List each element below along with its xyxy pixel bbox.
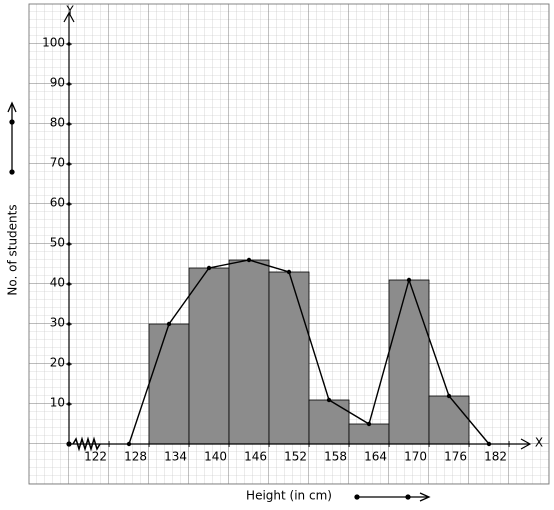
x-tick-label: 170 (404, 450, 427, 464)
y-tick-label: 70 (50, 156, 65, 170)
bar (268, 271, 310, 445)
polygon-point (326, 397, 332, 403)
x-axis-label: Height (in cm) (246, 489, 332, 503)
y-tick-label: 100 (42, 36, 65, 50)
y-tick-dot (67, 162, 71, 166)
decor-arrows (7, 101, 431, 502)
bar (188, 267, 230, 445)
y-tick-dot (67, 402, 71, 406)
y-tick-label: 80 (50, 116, 65, 130)
bar (428, 395, 470, 445)
y-tick-label: 90 (50, 76, 65, 90)
x-tick-label: 146 (244, 450, 267, 464)
polygon-point (206, 265, 212, 271)
y-tick-dot (67, 42, 71, 46)
x-tick-label: 128 (124, 450, 147, 464)
bar (308, 399, 350, 445)
polygon-point (486, 441, 492, 447)
bar (348, 423, 390, 445)
x-tick-label: 176 (444, 450, 467, 464)
y-tick-label: 40 (50, 276, 65, 290)
polygon-point (246, 257, 252, 263)
y-tick-label: 10 (50, 396, 65, 410)
y-tick-label: 30 (50, 316, 65, 330)
y-tick-dot (67, 82, 71, 86)
y-tick-label: 50 (50, 236, 65, 250)
x-tick-label: 122 (84, 450, 107, 464)
y-axis-name: Y (65, 4, 74, 18)
bar (388, 279, 430, 445)
y-tick-dot (67, 122, 71, 126)
polygon-point (446, 393, 452, 399)
y-tick-dot (67, 282, 71, 286)
x-tick-label: 134 (164, 450, 187, 464)
x-tick-label: 152 (284, 450, 307, 464)
y-tick-dot (67, 242, 71, 246)
y-axis-label: No. of students (6, 204, 20, 295)
frequency-polygon (128, 259, 490, 445)
x-axis-name: X (535, 436, 543, 450)
bars (148, 259, 470, 445)
polygon-point (126, 441, 132, 447)
x-tick-label: 158 (324, 450, 347, 464)
x-tick-label: 164 (364, 450, 387, 464)
x-tick-label: 182 (484, 450, 507, 464)
graph-paper (28, 3, 550, 485)
polygon-point (286, 269, 292, 275)
polygon-point (406, 277, 412, 283)
y-tick-dot (67, 362, 71, 366)
x-tick-label: 140 (204, 450, 227, 464)
bar (148, 323, 190, 445)
polygon-point (366, 421, 372, 427)
polygon-point (166, 321, 172, 327)
y-tick-label: 20 (50, 356, 65, 370)
y-tick-dot (67, 202, 71, 206)
y-tick-label: 60 (50, 196, 65, 210)
bar (228, 259, 270, 445)
y-tick-dot (67, 322, 71, 326)
